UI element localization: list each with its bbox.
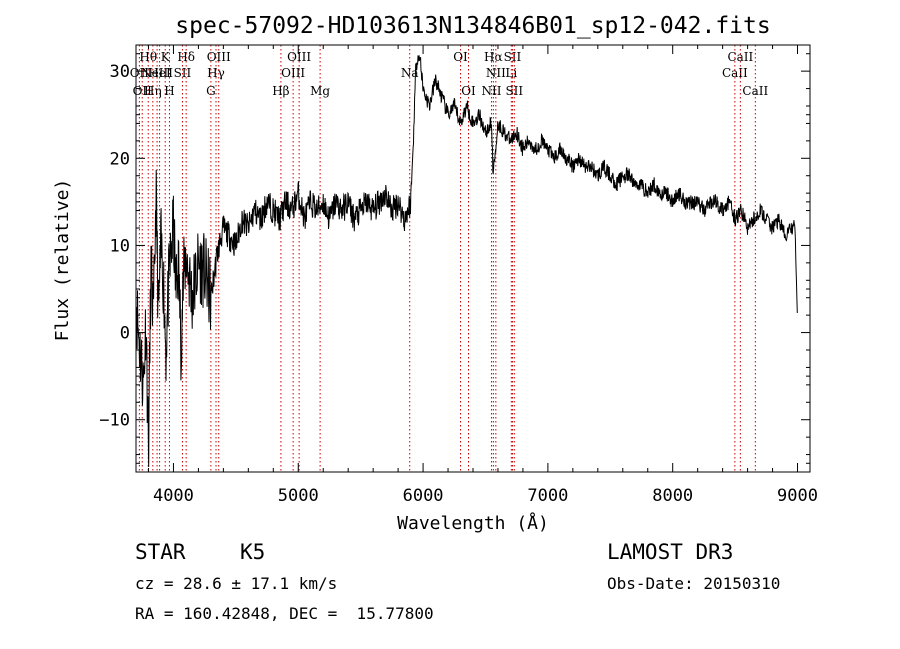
y-tick-label--10: −10 [99, 411, 130, 431]
spectrum-series [135, 55, 798, 468]
line-label-20: NII [481, 84, 501, 98]
line-label-15: OIII [287, 50, 311, 64]
line-label-7: H [164, 84, 174, 98]
line-label-27: CaII [727, 50, 753, 64]
line-label-22: NII [486, 66, 506, 80]
line-label-3: Hη [144, 84, 162, 98]
y-tick-label-0: 0 [120, 324, 130, 344]
line-label-24: SII [504, 50, 522, 64]
y-tick-label-20: 20 [110, 149, 130, 169]
line-label-8: SII [174, 66, 192, 80]
chart-title: spec-57092-HD103613N134846B01_sp12-042.f… [175, 13, 770, 39]
line-label-25: SII [505, 84, 523, 98]
line-label-2: Hθ [139, 50, 157, 64]
line-label-1: OII [133, 84, 153, 98]
line-label-13: Hβ [272, 84, 289, 98]
line-label-10: G [206, 84, 216, 98]
plot-frame [135, 44, 811, 473]
x-tick-label-4000: 4000 [153, 486, 194, 506]
line-label-11: Hγ [207, 66, 225, 80]
x-tick-label-9000: 9000 [777, 486, 818, 506]
x-tick-label-7000: 7000 [527, 486, 568, 506]
y-tick-label-30: 30 [110, 62, 130, 82]
line-label-21: Hα [484, 50, 503, 64]
coordinates: RA = 160.42848, DEC = 15.77800 [135, 604, 434, 623]
object-subclass: K5 [240, 540, 266, 564]
line-label-0: OII [130, 66, 150, 80]
x-tick-label-5000: 5000 [278, 486, 319, 506]
axes: 4000 5000 6000 7000 8000 9000 −10 0 10 20 30 [99, 45, 818, 506]
emission-line-markers: OIIOIIHθHηNeIIIHeIKHSIIHδGHγOIIIHβOIIIOI… [130, 45, 768, 472]
line-label-26: CaII [722, 66, 748, 80]
spectrum-line [135, 55, 798, 468]
line-label-16: Mg [310, 84, 330, 98]
line-label-18: OI [453, 50, 468, 64]
line-label-17: Na [401, 66, 419, 80]
line-label-12: OIII [207, 50, 231, 64]
line-label-9: Hδ [177, 50, 195, 64]
line-label-6: K [161, 50, 171, 64]
line-label-19: OI [461, 84, 476, 98]
line-label-14: OIII [281, 66, 305, 80]
x-axis-label: Wavelength (Å) [397, 512, 549, 534]
x-tick-label-6000: 6000 [403, 486, 444, 506]
object-class: STAR [135, 540, 186, 564]
cz-readout: cz = 28.6 ± 17.1 km/s [135, 574, 338, 593]
x-tick-label-8000: 8000 [652, 486, 693, 506]
survey-label: LAMOST DR3 [607, 540, 734, 564]
y-tick-label-10: 10 [110, 236, 130, 256]
obs-date: Obs-Date: 20150310 [607, 574, 781, 593]
y-axis-label: Flux (relative) [52, 179, 73, 342]
line-label-5: HeI [148, 66, 171, 80]
line-label-28: CaII [742, 84, 768, 98]
line-label-23: Li [505, 66, 517, 80]
